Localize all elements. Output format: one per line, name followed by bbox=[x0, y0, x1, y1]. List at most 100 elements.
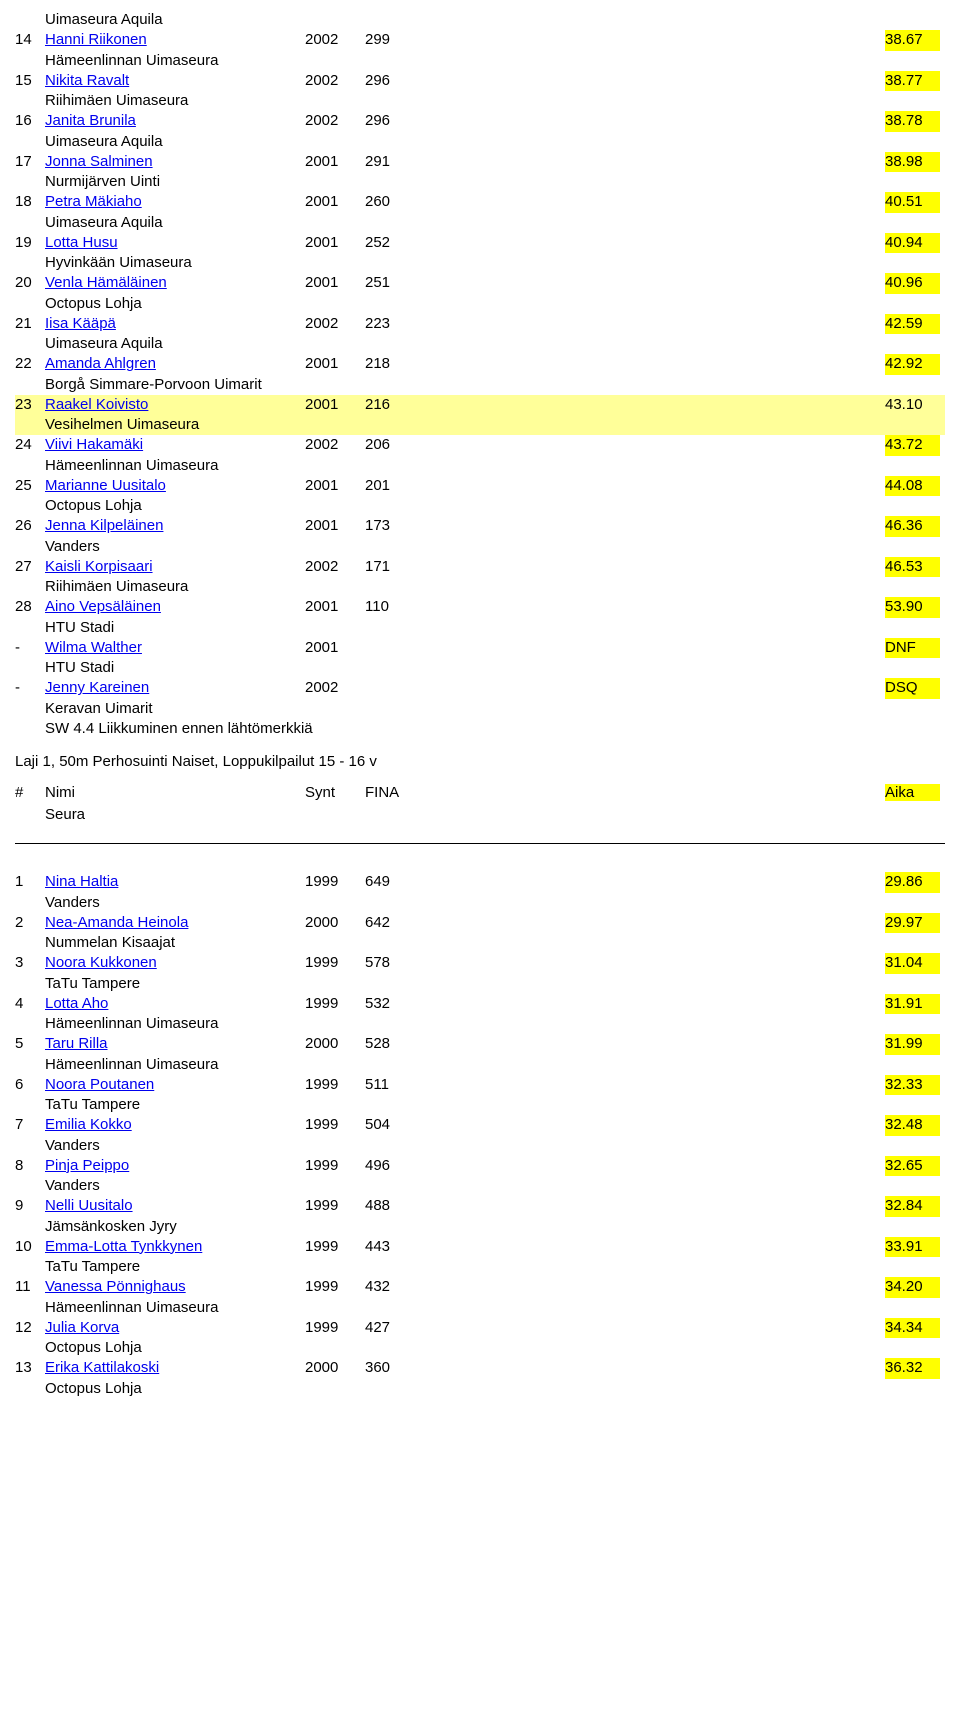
results-list-2: 1Nina Haltia 1999 64929.86 Vanders 2Nea-Ama… bbox=[15, 872, 945, 1399]
header-club: Seura bbox=[15, 805, 945, 825]
result-row: 22Amanda Ahlgren 200121842.92 bbox=[15, 354, 945, 374]
name-cell: Jonna Salminen bbox=[45, 152, 305, 172]
swimmer-link[interactable]: Petra Mäkiaho bbox=[45, 193, 142, 210]
club-cell: Uimaseura Aquila bbox=[15, 213, 945, 233]
year-cell: 2002 bbox=[305, 71, 365, 91]
swimmer-link[interactable]: Amanda Ahlgren bbox=[45, 355, 156, 372]
year-cell: 1999 bbox=[305, 1075, 365, 1095]
year-cell: 2002 bbox=[305, 111, 365, 131]
swimmer-link[interactable]: Nina Haltia bbox=[45, 873, 118, 890]
time-cell: 34.34 bbox=[885, 1318, 940, 1338]
swimmer-link[interactable]: Kaisli Korpisaari bbox=[45, 558, 153, 575]
time-cell: 38.67 bbox=[885, 30, 940, 50]
time-cell: 33.91 bbox=[885, 1237, 940, 1257]
club-cell: Jämsänkosken Jyry bbox=[15, 1217, 945, 1237]
rank-cell: 20 bbox=[15, 273, 45, 293]
name-cell: Jenny Kareinen bbox=[45, 678, 305, 698]
swimmer-link[interactable]: Taru Rilla bbox=[45, 1035, 108, 1052]
swimmer-link[interactable]: Iisa Kääpä bbox=[45, 315, 116, 332]
result-row: 19Lotta Husu 200125240.94 bbox=[15, 233, 945, 253]
fina-cell: 296 bbox=[365, 111, 885, 131]
name-cell: Janita Brunila bbox=[45, 111, 305, 131]
year-cell: 1999 bbox=[305, 994, 365, 1014]
rank-cell: 1 bbox=[15, 872, 45, 892]
result-row: 15Nikita Ravalt 200229638.77 bbox=[15, 71, 945, 91]
swimmer-link[interactable]: Nea-Amanda Heinola bbox=[45, 914, 188, 931]
year-cell: 1999 bbox=[305, 1318, 365, 1338]
club-cell: Vanders bbox=[15, 1176, 945, 1196]
name-cell: Pinja Peippo bbox=[45, 1156, 305, 1176]
year-cell: 1999 bbox=[305, 1196, 365, 1216]
year-cell: 1999 bbox=[305, 1156, 365, 1176]
fina-cell: 206 bbox=[365, 435, 885, 455]
result-row: 2Nea-Amanda Heinola 200064229.97 bbox=[15, 913, 945, 933]
name-cell: Viivi Hakamäki bbox=[45, 435, 305, 455]
fina-cell: 511 bbox=[365, 1075, 885, 1095]
club-cell: Hyvinkään Uimaseura bbox=[15, 253, 945, 273]
year-cell: 2001 bbox=[305, 192, 365, 212]
swimmer-link[interactable]: Raakel Koivisto bbox=[45, 396, 148, 413]
result-row: 26Jenna Kilpeläinen 200117346.36 bbox=[15, 516, 945, 536]
swimmer-link[interactable]: Nikita Ravalt bbox=[45, 72, 129, 89]
year-cell: 2001 bbox=[305, 476, 365, 496]
swimmer-link[interactable]: Hanni Riikonen bbox=[45, 31, 147, 48]
year-cell: 2001 bbox=[305, 233, 365, 253]
result-row: 8Pinja Peippo 199949632.65 bbox=[15, 1156, 945, 1176]
rank-cell: 11 bbox=[15, 1277, 45, 1297]
time-cell: 31.99 bbox=[885, 1034, 940, 1054]
swimmer-link[interactable]: Jenna Kilpeläinen bbox=[45, 517, 163, 534]
swimmer-link[interactable]: Emilia Kokko bbox=[45, 1116, 132, 1133]
swimmer-link[interactable]: Noora Kukkonen bbox=[45, 954, 157, 971]
year-cell: 2001 bbox=[305, 516, 365, 536]
fina-cell: 649 bbox=[365, 872, 885, 892]
club-cell: Octopus Lohja bbox=[15, 294, 945, 314]
time-cell: 43.72 bbox=[885, 435, 940, 455]
swimmer-link[interactable]: Wilma Walther bbox=[45, 639, 142, 656]
time-cell: 31.04 bbox=[885, 953, 940, 973]
name-cell: Raakel Koivisto bbox=[45, 395, 305, 415]
swimmer-link[interactable]: Lotta Husu bbox=[45, 234, 118, 251]
name-cell: Hanni Riikonen bbox=[45, 30, 305, 50]
swimmer-link[interactable]: Lotta Aho bbox=[45, 995, 108, 1012]
swimmer-link[interactable]: Janita Brunila bbox=[45, 112, 136, 129]
club-cell: Riihimäen Uimaseura bbox=[15, 91, 945, 111]
swimmer-link[interactable]: Pinja Peippo bbox=[45, 1157, 129, 1174]
name-cell: Emma-Lotta Tynkkynen bbox=[45, 1237, 305, 1257]
time-cell: 34.20 bbox=[885, 1277, 940, 1297]
swimmer-link[interactable]: Viivi Hakamäki bbox=[45, 436, 143, 453]
time-cell: 42.92 bbox=[885, 354, 940, 374]
club-cell: Borgå Simmare-Porvoon Uimarit bbox=[15, 375, 945, 395]
header-time: Aika bbox=[885, 784, 940, 801]
year-cell: 2000 bbox=[305, 913, 365, 933]
result-row: -Jenny Kareinen 2002DSQ bbox=[15, 678, 945, 698]
swimmer-link[interactable]: Venla Hämäläinen bbox=[45, 274, 167, 291]
time-cell: 29.86 bbox=[885, 872, 940, 892]
swimmer-link[interactable]: Julia Korva bbox=[45, 1319, 119, 1336]
rank-cell: 17 bbox=[15, 152, 45, 172]
swimmer-link[interactable]: Nelli Uusitalo bbox=[45, 1197, 133, 1214]
swimmer-link[interactable]: Marianne Uusitalo bbox=[45, 477, 166, 494]
swimmer-link[interactable]: Erika Kattilakoski bbox=[45, 1359, 159, 1376]
swimmer-link[interactable]: Noora Poutanen bbox=[45, 1076, 154, 1093]
rank-cell: 25 bbox=[15, 476, 45, 496]
result-row: 12Julia Korva 199942734.34 bbox=[15, 1318, 945, 1338]
year-cell: 2001 bbox=[305, 273, 365, 293]
fina-cell: 218 bbox=[365, 354, 885, 374]
rank-cell: - bbox=[15, 678, 45, 698]
result-row: 16Janita Brunila 200229638.78 bbox=[15, 111, 945, 131]
swimmer-link[interactable]: Aino Vepsäläinen bbox=[45, 598, 161, 615]
rank-cell: 7 bbox=[15, 1115, 45, 1135]
club-cell: Vesihelmen Uimaseura bbox=[15, 415, 945, 435]
swimmer-link[interactable]: Jonna Salminen bbox=[45, 153, 153, 170]
rank-cell: 6 bbox=[15, 1075, 45, 1095]
result-row: 23Raakel Koivisto 200121643.10 bbox=[15, 395, 945, 415]
swimmer-link[interactable]: Emma-Lotta Tynkkynen bbox=[45, 1238, 202, 1255]
note-cell: SW 4.4 Liikkuminen ennen lähtömerkkiä bbox=[15, 719, 945, 739]
swimmer-link[interactable]: Jenny Kareinen bbox=[45, 679, 149, 696]
rank-cell: 24 bbox=[15, 435, 45, 455]
rank-cell: 9 bbox=[15, 1196, 45, 1216]
swimmer-link[interactable]: Vanessa Pönnighaus bbox=[45, 1278, 186, 1295]
rank-cell: 27 bbox=[15, 557, 45, 577]
result-row: 27Kaisli Korpisaari 200217146.53 bbox=[15, 557, 945, 577]
club-cell: Hämeenlinnan Uimaseura bbox=[15, 1014, 945, 1034]
